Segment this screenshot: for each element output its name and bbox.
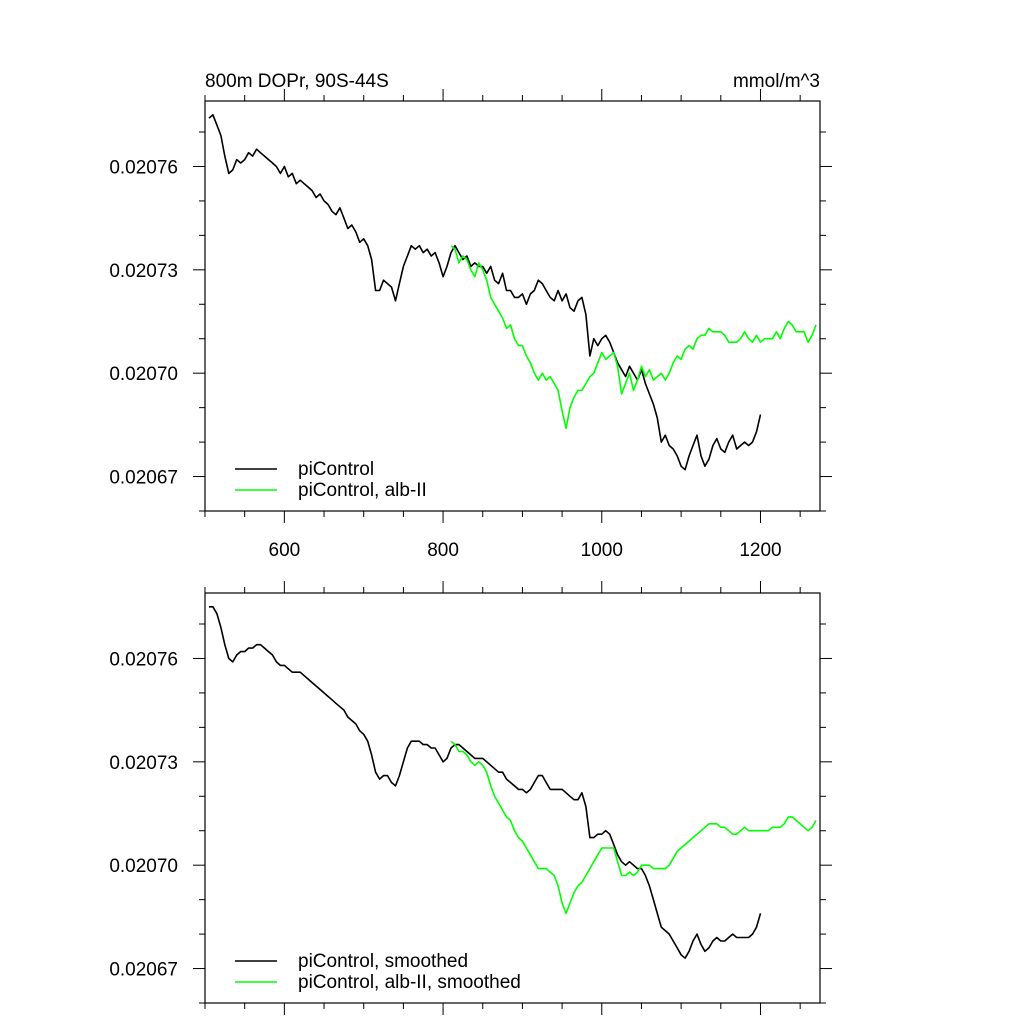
y-tick-label: 0.02067 [109, 960, 178, 981]
x-tick-label: 800 [427, 540, 459, 561]
y-tick-label: 0.02070 [109, 856, 178, 877]
legend-label-alb: piControl, alb-II [298, 480, 427, 501]
panel-bottom: 0.02067 0.02070 0.02073 0.02076 piControl, s… [109, 581, 832, 1015]
y-tick-label: 0.02070 [109, 364, 178, 385]
legend-label-alb-smoothed: piControl, alb-II, smoothed [298, 972, 521, 993]
x-tick-label: 1000 [581, 540, 623, 561]
plot-frame [204, 100, 821, 512]
x-tick-label: 600 [269, 540, 301, 561]
chart-units: mmol/m^3 [733, 71, 820, 92]
series-picontrol-smoothed-line [209, 606, 762, 959]
y-tick-label: 0.02073 [109, 261, 178, 282]
series-alb-ii-smoothed-line [450, 740, 817, 915]
series-alb-ii-line [450, 245, 817, 430]
y-tick-label: 0.02076 [109, 157, 178, 178]
y-tick-label: 0.02076 [109, 649, 178, 670]
plot-frame [204, 592, 821, 1004]
series-picontrol-line [208, 114, 762, 471]
y-tick-label: 0.02073 [109, 753, 178, 774]
y-tick-label: 0.02067 [109, 468, 178, 489]
legend-label-picontrol: piControl [298, 459, 374, 480]
legend-label-picontrol-smoothed: piControl, smoothed [298, 951, 468, 972]
panel-top: 600 800 1000 1200 0.02067 0.02070 0.02073 0.020… [109, 89, 832, 561]
x-tick-label: 1200 [739, 540, 781, 561]
chart-title: 800m DOPr, 90S-44S [205, 71, 389, 92]
